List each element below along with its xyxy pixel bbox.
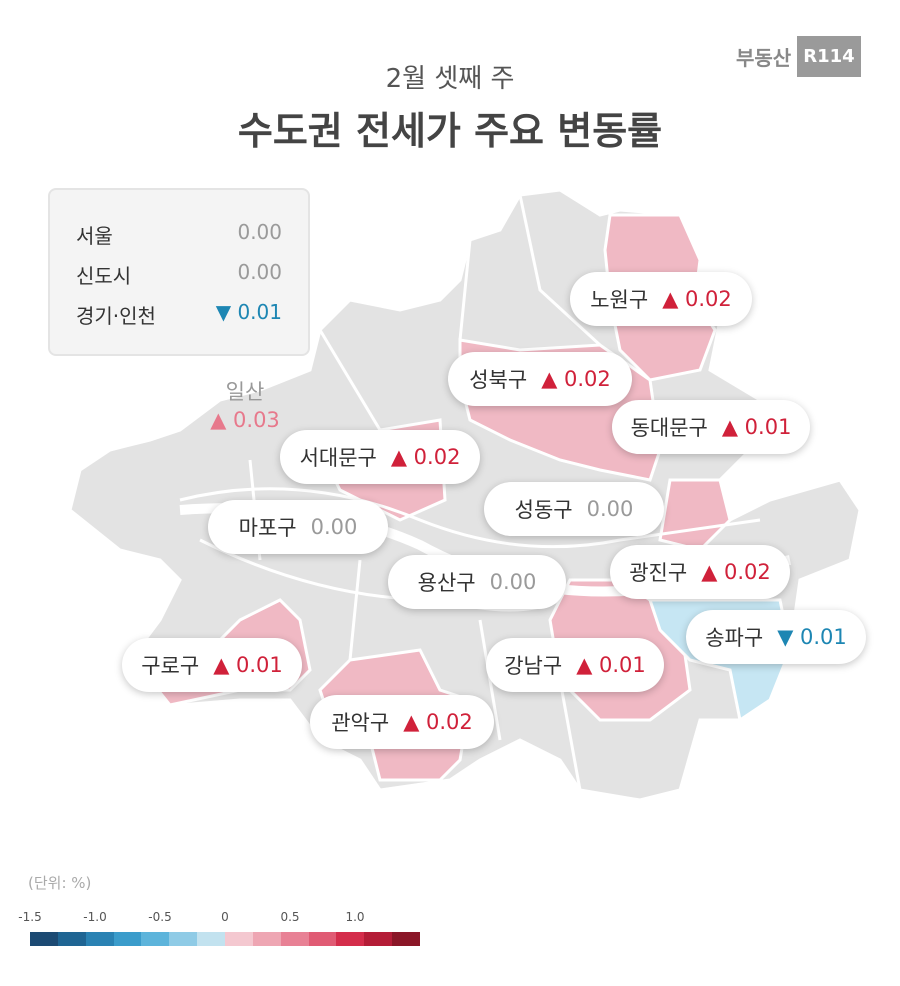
legend-swatch — [57, 932, 86, 946]
district-name: 노원구 — [590, 288, 649, 312]
district-label: 서대문구 ▲ 0.02 — [280, 430, 480, 484]
summary-value: 0.00 — [237, 220, 282, 244]
district-change: ▲ 0.02 — [662, 287, 732, 311]
district-name: 강남구 — [504, 654, 563, 678]
district-label: 성동구 0.00 — [484, 482, 664, 536]
district-name: 동대문구 — [630, 416, 708, 440]
district-name: 관악구 — [331, 711, 390, 735]
legend-swatch — [252, 932, 281, 946]
district-label: 강남구 ▲ 0.01 — [486, 638, 664, 692]
summary-row: 경기·인천 ▼ 0.01 — [76, 300, 282, 329]
district-change: ▲ 0.02 — [541, 367, 611, 391]
legend-tick: -0.5 — [148, 910, 172, 924]
summary-label: 경기·인천 — [76, 304, 156, 328]
legend-tick: 0.5 — [280, 910, 300, 924]
legend-tick: 0 — [221, 910, 229, 924]
district-change: 0.00 — [310, 515, 358, 539]
legend-swatch — [392, 932, 420, 946]
district-change: 0.00 — [489, 570, 537, 594]
logo-badge: R114 — [797, 36, 861, 77]
logo-text: 부동산 — [736, 46, 792, 70]
district-label: 동대문구 ▲ 0.01 — [612, 400, 810, 454]
district-label: 구로구 ▲ 0.01 — [122, 638, 302, 692]
district-name: 광진구 — [629, 561, 688, 585]
summary-row: 서울 0.00 — [76, 220, 282, 249]
logo: 부동산 R114 — [736, 36, 861, 77]
legend-swatch — [364, 932, 393, 946]
district-change: ▼ 0.01 — [777, 625, 847, 649]
district-name: 성북구 — [469, 368, 528, 392]
legend-swatch — [169, 932, 198, 946]
district-change: 0.00 — [586, 497, 634, 521]
legend-swatch — [336, 932, 365, 946]
legend-swatch — [85, 932, 114, 946]
district-label: 마포구 0.00 — [208, 500, 388, 554]
legend-tick: -1.5 — [18, 910, 42, 924]
district-label: 광진구 ▲ 0.02 — [610, 545, 790, 599]
district-name: 성동구 — [514, 498, 573, 522]
ilsan-change: ▲ 0.03 — [210, 408, 280, 432]
district-label: 송파구 ▼ 0.01 — [686, 610, 866, 664]
district-label: 관악구 ▲ 0.02 — [310, 695, 494, 749]
subtitle: 2월 셋째 주 — [385, 64, 515, 94]
summary-row: 신도시 0.00 — [76, 260, 282, 289]
legend-unit: (단위: %) — [28, 874, 92, 892]
district-name: 용산구 — [417, 571, 476, 595]
district-label: 용산구 0.00 — [388, 555, 566, 609]
summary-value: ▼ 0.01 — [215, 300, 282, 324]
legend-tick: 1.0 — [345, 910, 365, 924]
legend-swatch — [225, 932, 253, 946]
district-change: ▲ 0.01 — [576, 653, 646, 677]
summary-label: 서울 — [76, 224, 113, 248]
legend-swatch — [280, 932, 309, 946]
legend-tick: -1.0 — [83, 910, 107, 924]
district-label: 성북구 ▲ 0.02 — [448, 352, 632, 406]
district-change: ▲ 0.02 — [701, 560, 771, 584]
district-name: 마포구 — [238, 516, 297, 540]
district-name: 구로구 — [141, 654, 200, 678]
summary-value: 0.00 — [237, 260, 282, 284]
title: 수도권 전세가 주요 변동률 — [237, 109, 663, 153]
legend-swatch — [113, 932, 142, 946]
legend-swatch — [141, 932, 170, 946]
district-change: ▲ 0.02 — [403, 710, 473, 734]
district-change: ▲ 0.02 — [390, 445, 461, 469]
summary-label: 신도시 — [76, 264, 132, 288]
district-name: 송파구 — [705, 626, 764, 650]
district-change: ▲ 0.01 — [213, 653, 283, 677]
district-name: 서대문구 — [299, 446, 377, 470]
legend-swatch — [308, 932, 337, 946]
summary-box: 서울 0.00 신도시 0.00 경기·인천 ▼ 0.01 — [48, 188, 310, 356]
legend-swatch — [30, 932, 58, 946]
district-label: 노원구 ▲ 0.02 — [570, 272, 752, 326]
legend-swatch — [197, 932, 225, 946]
ilsan-name: 일산 — [225, 380, 265, 404]
district-change: ▲ 0.01 — [721, 415, 792, 439]
